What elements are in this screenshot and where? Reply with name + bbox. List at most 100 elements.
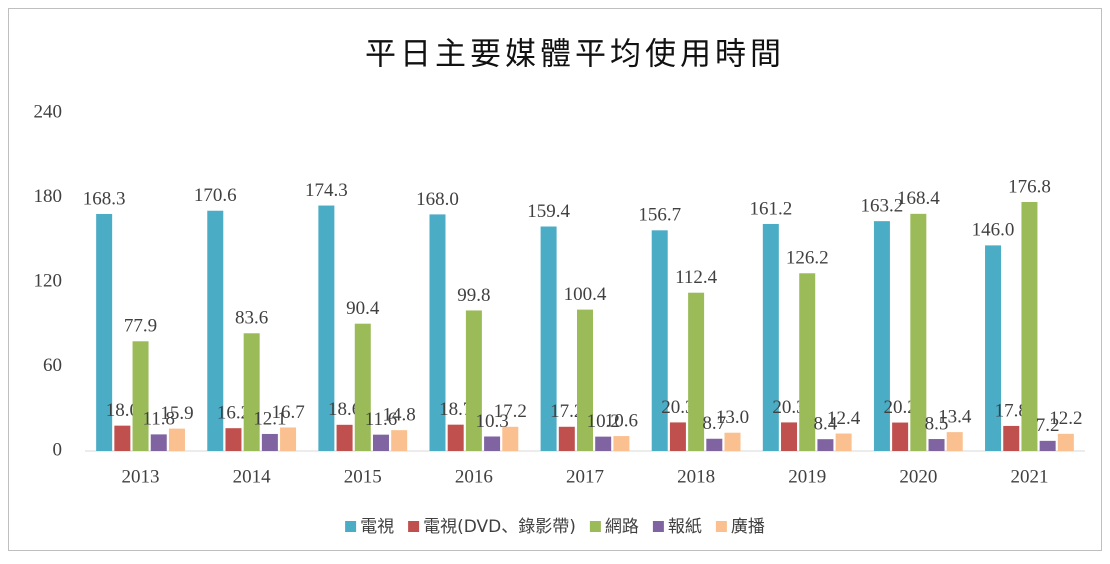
data-label: 163.2	[861, 196, 904, 217]
x-tick-label: 2021	[1010, 466, 1048, 487]
bar	[873, 221, 890, 451]
bar	[892, 422, 909, 451]
data-label: 7.2	[1036, 415, 1060, 436]
data-label: 174.3	[305, 180, 348, 201]
bar	[928, 439, 945, 451]
bar	[318, 205, 335, 451]
bar	[799, 273, 816, 451]
bar	[1003, 425, 1020, 451]
x-tick-label: 2019	[788, 466, 826, 487]
bar	[502, 426, 519, 451]
legend-swatch	[715, 521, 727, 532]
y-tick-label: 180	[34, 186, 63, 207]
legend-label: 電視	[360, 517, 394, 537]
bar	[1039, 440, 1056, 451]
bar	[132, 341, 149, 451]
bar	[280, 427, 297, 451]
data-label: 8.7	[702, 413, 726, 434]
data-label: 16.2	[217, 403, 250, 424]
bar	[150, 434, 167, 451]
bar	[484, 436, 501, 451]
data-label: 156.7	[638, 205, 681, 226]
data-label: 100.4	[564, 284, 607, 305]
bar	[724, 432, 741, 451]
legend-swatch	[652, 521, 664, 532]
data-label: 20.2	[884, 397, 917, 418]
x-tick-label: 2017	[566, 466, 604, 487]
data-label: 99.8	[457, 285, 490, 306]
bar	[985, 245, 1002, 451]
legend-label: 報紙	[668, 517, 702, 537]
bar	[429, 214, 446, 451]
data-label: 14.8	[383, 405, 416, 426]
data-label: 18.6	[328, 399, 361, 420]
bar	[817, 439, 834, 451]
bar	[447, 424, 464, 451]
data-label: 17.2	[550, 401, 583, 422]
data-label: 168.3	[83, 188, 126, 209]
bar	[354, 323, 371, 451]
bar	[762, 223, 779, 451]
data-label: 15.9	[160, 403, 193, 424]
legend-label: 網路	[605, 517, 639, 537]
bar	[1021, 202, 1038, 451]
data-label: 176.8	[1008, 176, 1051, 197]
x-tick-label: 2018	[677, 466, 715, 487]
bar	[781, 422, 798, 451]
data-label: 20.3	[661, 397, 694, 418]
legend-swatch	[345, 521, 357, 532]
data-label: 10.3	[475, 411, 508, 432]
x-tick-label: 2020	[899, 466, 937, 487]
bar	[225, 428, 242, 451]
data-label: 13.4	[938, 406, 972, 427]
data-label: 112.4	[675, 267, 718, 288]
bar	[168, 428, 185, 451]
bar	[558, 426, 575, 451]
data-label: 17.8	[995, 400, 1028, 421]
data-label: 170.6	[194, 185, 237, 206]
data-label: 17.2	[494, 401, 527, 422]
bar	[372, 434, 389, 451]
data-label: 168.0	[416, 189, 459, 210]
bar	[96, 213, 113, 451]
data-label: 13.0	[716, 407, 749, 428]
legend-label: 廣播	[731, 517, 765, 537]
data-label: 146.0	[972, 220, 1015, 241]
bar	[669, 422, 686, 451]
bar	[595, 436, 612, 451]
data-label: 11.6	[365, 409, 398, 430]
y-tick-label: 120	[34, 270, 63, 291]
bar	[1057, 433, 1074, 451]
data-label: 12.2	[1049, 408, 1082, 429]
data-label: 10.6	[605, 410, 638, 431]
bar	[207, 210, 224, 451]
data-label: 11.8	[142, 409, 175, 430]
bar	[910, 213, 927, 451]
legend-swatch	[589, 521, 601, 532]
data-label: 161.2	[749, 198, 792, 219]
y-tick-label: 240	[34, 101, 63, 122]
x-tick-label: 2014	[233, 466, 272, 487]
x-tick-label: 2016	[455, 466, 493, 487]
data-label: 20.3	[772, 397, 805, 418]
bar	[946, 432, 963, 451]
legend-swatch	[408, 521, 420, 532]
data-label: 12.1	[253, 408, 286, 429]
data-label: 126.2	[786, 248, 829, 269]
chart-title: 平日主要媒體平均使用時間	[365, 37, 785, 73]
y-tick-label: 60	[43, 355, 62, 376]
data-label: 18.7	[439, 399, 472, 420]
bar	[243, 333, 260, 451]
data-label: 159.4	[527, 201, 570, 222]
bar	[835, 433, 852, 451]
data-label: 8.4	[814, 414, 838, 435]
data-label: 10.2	[587, 411, 620, 432]
data-label: 168.4	[897, 188, 940, 209]
bar	[540, 226, 557, 451]
legend-label: 電視(DVD、錄影帶)	[423, 517, 576, 537]
bar	[577, 309, 593, 451]
x-tick-label: 2015	[344, 466, 382, 487]
bar	[391, 430, 408, 451]
bar	[465, 310, 482, 451]
